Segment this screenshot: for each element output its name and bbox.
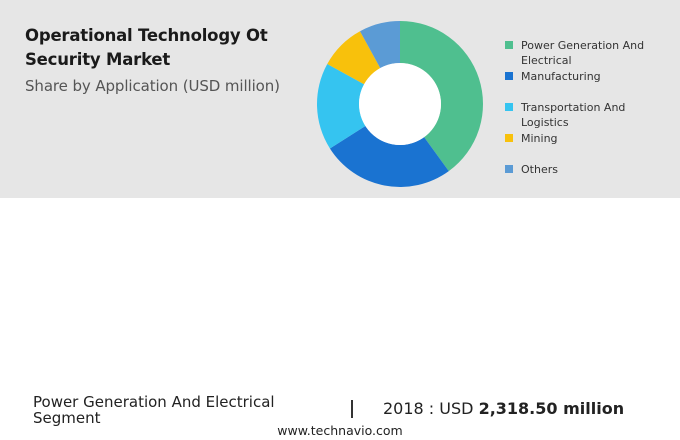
donut-hole (359, 63, 441, 145)
legend-swatch (505, 41, 513, 49)
legend-swatch (505, 103, 513, 111)
donut-slice-3 (317, 64, 366, 149)
donut-slice-1 (400, 21, 483, 172)
segment-amount: 2,318.50 million (478, 399, 625, 418)
legend-label: Transportation And Logistics (521, 101, 626, 129)
segment-value: 2018 : USD 2,318.50 million (383, 399, 624, 418)
divider (351, 400, 353, 418)
segment-label: Power Generation And Electrical Segment (33, 393, 275, 427)
legend-swatch (505, 134, 513, 142)
legend-swatch (505, 165, 513, 173)
legend-swatch (505, 72, 513, 80)
legend-label: Mining (521, 132, 558, 145)
chart-title: Operational Technology Ot Security Marke… (25, 26, 268, 69)
chart-subtitle: Share by Application (USD million) (25, 77, 280, 95)
legend-label: Manufacturing (521, 70, 601, 83)
legend-label: Power Generation And Electrical (521, 39, 645, 67)
segment-year: 2018 : USD (383, 399, 474, 418)
donut-slice-5 (360, 21, 400, 69)
donut-slice-2 (329, 125, 449, 187)
donut-slice-4 (327, 31, 381, 85)
donut-chart (317, 21, 483, 187)
source-url: www.technavio.com (277, 423, 403, 438)
legend-label: Others (521, 163, 558, 176)
